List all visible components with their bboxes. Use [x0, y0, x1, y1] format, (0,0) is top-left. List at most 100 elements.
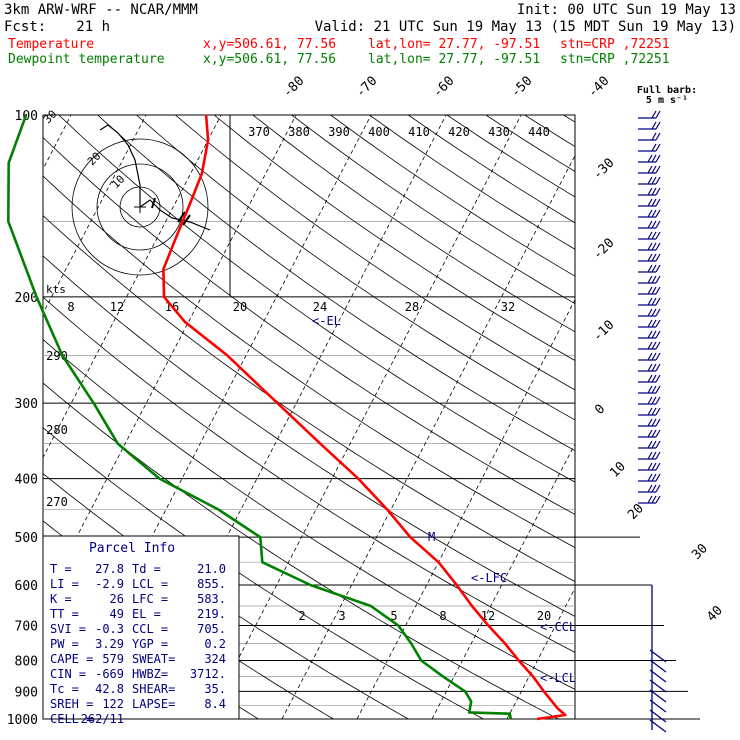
wind-barb-staff	[649, 649, 667, 663]
wind-barb-flag	[647, 484, 653, 493]
dry-adiabat	[58, 115, 575, 483]
parcel-row-value: -2.9	[95, 577, 124, 591]
lcl-marker: <-LCL	[540, 671, 576, 685]
theta-label: 390	[328, 125, 350, 139]
wind-barb-flag	[647, 418, 653, 427]
wind-barb-flag	[655, 352, 661, 361]
hodograph-ring-label: 20	[85, 150, 104, 169]
parcel-row-label: CELL =	[50, 712, 93, 726]
parcel-row-label: T =	[50, 562, 72, 576]
isotherm-label: -30	[590, 156, 617, 183]
parcel-row-value: 219.	[197, 607, 226, 621]
wind-barb-flag	[655, 385, 661, 394]
dew-legend-latlon: lat,lon= 27.77, -97.51	[368, 52, 540, 67]
parcel-row-value: 705.	[197, 622, 226, 636]
temp-legend-name: Temperature	[8, 37, 94, 52]
wind-barb-flag	[647, 165, 653, 174]
hodograph-speed-label: 20	[233, 300, 247, 314]
theta-label: 400	[368, 125, 390, 139]
wind-barb-staff	[649, 679, 667, 693]
isotherm-label: 40	[704, 603, 726, 625]
theta-label: 380	[288, 125, 310, 139]
isotherm	[206, 115, 522, 719]
wind-barb-flag	[655, 341, 661, 350]
wind-barb-flag	[651, 187, 657, 196]
wind-barb-flag	[655, 462, 661, 471]
wind-barb-flag	[655, 198, 661, 207]
wind-barb-flag	[647, 176, 653, 185]
wind-barb-flag	[647, 154, 653, 163]
el-marker: <-EL	[312, 314, 341, 328]
parcel-row-label: YGP =	[132, 637, 168, 651]
dew-legend-stn: stn=CRP ,72251	[560, 52, 670, 67]
pressure-tick-label: 800	[15, 654, 38, 669]
wind-barb-flag	[655, 187, 661, 196]
wind-barb-flag	[655, 451, 661, 460]
temp-legend-latlon: lat,lon= 27.77, -97.51	[368, 37, 540, 52]
isotherm	[657, 115, 740, 719]
parcel-row-label: LI =	[50, 577, 79, 591]
dew-legend-xy: x,y=506.61, 77.56	[203, 52, 336, 67]
hodograph-trace	[99, 124, 141, 207]
wind-barb-flag	[651, 176, 657, 185]
parcel-row-label: CIN =	[50, 667, 86, 681]
dry-adiabat	[43, 255, 575, 617]
wind-barb-flag	[647, 330, 653, 339]
hodograph-speed-label: 12	[110, 300, 124, 314]
fcst-value: 21 h	[76, 19, 110, 35]
pressure-tick-label: 700	[15, 619, 38, 634]
wind-barb-flag	[651, 330, 657, 339]
wind-barb-flag	[655, 418, 661, 427]
parcel-row-label: HWBZ=	[132, 667, 168, 681]
wind-barb-flag	[647, 429, 653, 438]
hodograph-speed-label: 24	[313, 300, 327, 314]
parcel-row-value: 49	[110, 607, 124, 621]
parcel-row-label: SREH =	[50, 697, 93, 711]
parcel-row-label: LAPSE=	[132, 697, 175, 711]
wind-barb-flag	[655, 231, 661, 240]
wind-barb-flag	[651, 462, 657, 471]
hodograph-ring	[96, 163, 184, 251]
wind-barb-flag	[655, 308, 661, 317]
parcel-row-label: K =	[50, 592, 72, 606]
dry-adiabat	[43, 296, 575, 653]
wind-barb-flag	[647, 374, 653, 383]
mixing-ratio-label: 20	[537, 609, 551, 623]
parcel-row-value: 262/11	[81, 712, 124, 726]
hodograph-speed-label: 32	[501, 300, 515, 314]
wind-barb-flag	[655, 209, 661, 218]
wind-barb-flag	[651, 374, 657, 383]
theta-label: 410	[408, 125, 430, 139]
wind-barb-flag	[651, 429, 657, 438]
isotherm	[582, 115, 740, 719]
wind-barb-flag	[651, 154, 657, 163]
wind-barb-flag	[655, 484, 661, 493]
isotherm	[281, 154, 575, 719]
wind-barb-flag	[647, 231, 653, 240]
thetae-label: 270	[46, 495, 68, 509]
wind-barb-flag	[651, 264, 657, 273]
wind-barb-flag	[647, 187, 653, 196]
wind-barb-flag	[651, 242, 657, 251]
hodograph-ring	[71, 138, 209, 276]
parcel-row-value: -0.3	[95, 622, 124, 636]
wind-barb-flag	[655, 473, 661, 482]
isotherm-label: 20	[625, 501, 647, 523]
wind-barbs	[638, 110, 667, 733]
wind-barb-staff	[649, 659, 667, 673]
parcel-row-label: EL =	[132, 607, 161, 621]
parcel-row-label: Td =	[132, 562, 161, 576]
wind-barb-flag	[647, 385, 653, 394]
theta-label: 420	[448, 125, 470, 139]
parcel-row-label: LCL =	[132, 577, 168, 591]
wind-barb-flag	[651, 308, 657, 317]
parcel-row-value: 42.8	[95, 682, 124, 696]
wind-barb-flag	[651, 495, 657, 504]
isotherm	[506, 587, 575, 719]
wind-barb-flag	[647, 308, 653, 317]
wind-barb-flag	[655, 121, 661, 130]
wind-barb-flag	[651, 198, 657, 207]
wind-barb-flag	[651, 363, 657, 372]
wind-barb-flag	[647, 209, 653, 218]
